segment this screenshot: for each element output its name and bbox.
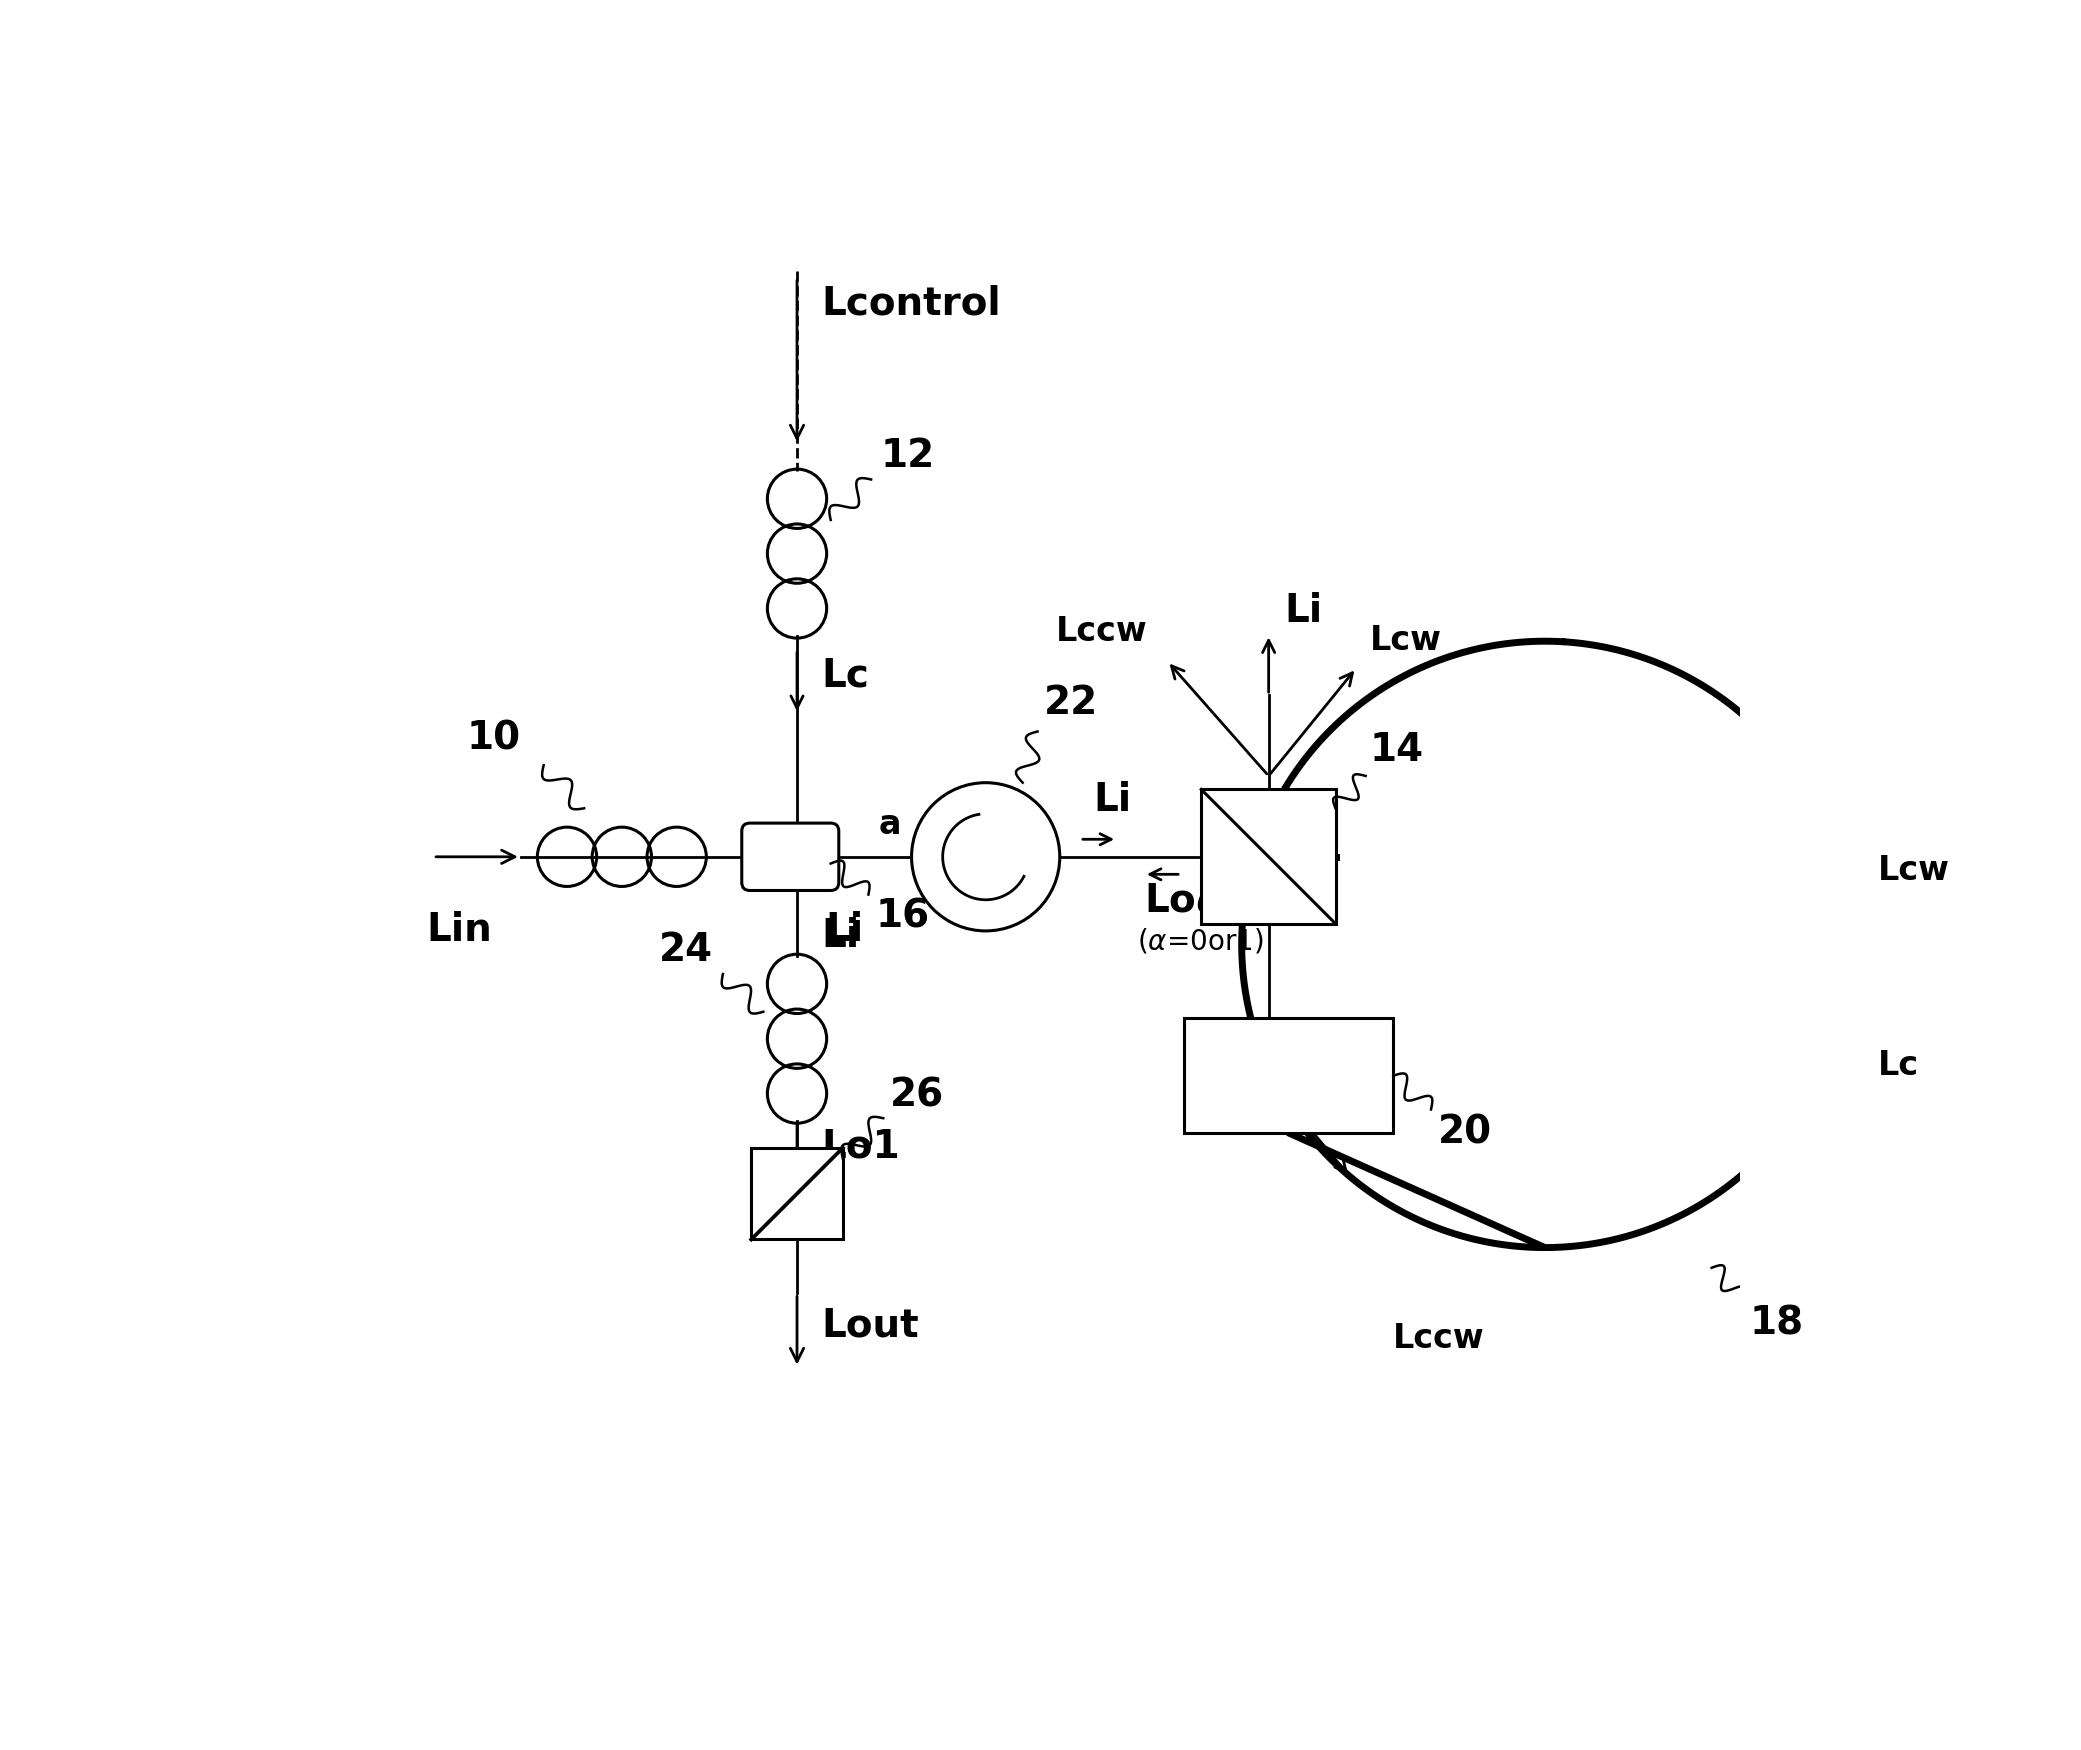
Text: 22: 22 <box>1045 684 1099 723</box>
Text: Lo1: Lo1 <box>822 1127 899 1166</box>
Circle shape <box>911 782 1059 931</box>
Text: a: a <box>1215 831 1236 861</box>
Text: Lo$\alpha$: Lo$\alpha$ <box>1145 880 1222 919</box>
Text: Lc: Lc <box>1877 1050 1919 1082</box>
Text: WAVELENGTH: WAVELENGTH <box>1182 1048 1396 1076</box>
Text: Lcontrol: Lcontrol <box>822 284 1001 322</box>
Text: Lcw: Lcw <box>1369 625 1442 658</box>
Bar <box>751 1148 843 1239</box>
Bar <box>1201 789 1336 924</box>
FancyBboxPatch shape <box>741 822 839 891</box>
Text: 12: 12 <box>880 438 934 476</box>
Text: Lin: Lin <box>427 910 493 948</box>
Text: Li: Li <box>824 910 864 948</box>
Text: b: b <box>1301 831 1324 861</box>
Text: 14: 14 <box>1369 732 1423 770</box>
Text: ($\alpha$=0or1): ($\alpha$=0or1) <box>1136 928 1263 956</box>
Text: Lccw: Lccw <box>1392 1321 1484 1354</box>
Text: Li: Li <box>822 917 859 956</box>
Text: 26: 26 <box>891 1076 945 1115</box>
Text: a: a <box>878 808 901 840</box>
Text: Li: Li <box>1093 780 1132 819</box>
Text: Lc: Lc <box>822 656 870 695</box>
Text: 24: 24 <box>660 931 714 970</box>
Text: 20: 20 <box>1438 1113 1492 1152</box>
Text: Lcw: Lcw <box>1877 854 1950 887</box>
Text: 18: 18 <box>1750 1304 1804 1342</box>
Text: 16: 16 <box>876 898 930 934</box>
Text: PBS: PBS <box>1228 812 1296 840</box>
Text: 10: 10 <box>466 719 520 758</box>
Text: c: c <box>1271 884 1290 914</box>
Text: Li: Li <box>1284 593 1324 630</box>
Text: FILTER: FILTER <box>1238 1087 1340 1115</box>
Text: Lccw: Lccw <box>1055 614 1147 648</box>
Bar <box>1184 1018 1394 1132</box>
Text: Lout: Lout <box>822 1307 920 1344</box>
